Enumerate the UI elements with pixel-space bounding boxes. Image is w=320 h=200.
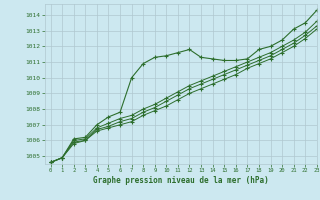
X-axis label: Graphe pression niveau de la mer (hPa): Graphe pression niveau de la mer (hPa) [93, 176, 269, 185]
